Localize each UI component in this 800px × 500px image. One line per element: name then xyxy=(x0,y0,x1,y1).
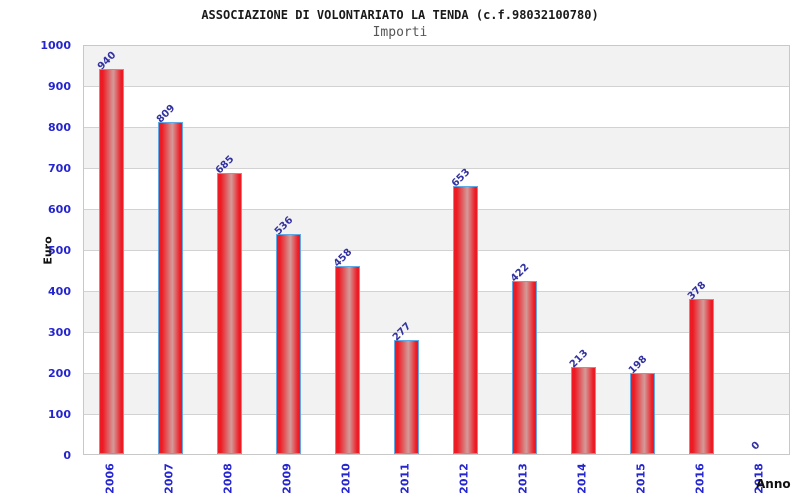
x-tick-label-2015: 2015 xyxy=(634,463,648,494)
bar-2007 xyxy=(158,122,183,454)
x-axis-title: Anno xyxy=(756,477,791,491)
x-tick-label-2010: 2010 xyxy=(339,463,353,494)
x-tick-label-2008: 2008 xyxy=(221,463,235,494)
bar-2014 xyxy=(571,367,596,454)
y-tick-label-100: 100 xyxy=(48,407,71,421)
bar-value-label-2018: 0 xyxy=(749,439,763,453)
x-tick-label-2013: 2013 xyxy=(516,463,530,494)
bar-2009 xyxy=(276,234,301,454)
y-tick-label-900: 900 xyxy=(48,79,71,93)
bar-2012 xyxy=(453,186,478,454)
bar-2010 xyxy=(335,266,360,454)
bar-2015 xyxy=(630,373,655,454)
plot-area: 940 809 685 536 458 277 653 422 213 198 378 0 xyxy=(83,45,790,455)
x-tick-label-2006: 2006 xyxy=(103,463,117,494)
y-tick-label-0: 0 xyxy=(63,448,71,462)
x-tick-label-2009: 2009 xyxy=(280,463,294,494)
chart-title: ASSOCIAZIONE DI VOLONTARIATO LA TENDA (c… xyxy=(201,8,599,22)
x-tick-label-2007: 2007 xyxy=(162,463,176,494)
x-tick-label-2016: 2016 xyxy=(693,463,707,494)
y-tick-label-300: 300 xyxy=(48,325,71,339)
y-tick-label-800: 800 xyxy=(48,120,71,134)
bar-2008 xyxy=(217,173,242,454)
bar-2011 xyxy=(394,340,419,454)
y-tick-label-200: 200 xyxy=(48,366,71,380)
y-tick-label-600: 600 xyxy=(48,202,71,216)
bar-2006 xyxy=(99,69,124,454)
chart-subtitle: Importi xyxy=(372,25,428,40)
x-tick-label-2012: 2012 xyxy=(457,463,471,494)
y-tick-label-1000: 1000 xyxy=(40,38,71,52)
bar-2013 xyxy=(512,281,537,454)
x-tick-label-2011: 2011 xyxy=(398,463,412,494)
bar-2016 xyxy=(689,299,714,454)
y-tick-label-500: 500 xyxy=(48,243,71,257)
y-tick-label-400: 400 xyxy=(48,284,71,298)
y-tick-label-700: 700 xyxy=(48,161,71,175)
x-tick-label-2014: 2014 xyxy=(575,463,589,494)
